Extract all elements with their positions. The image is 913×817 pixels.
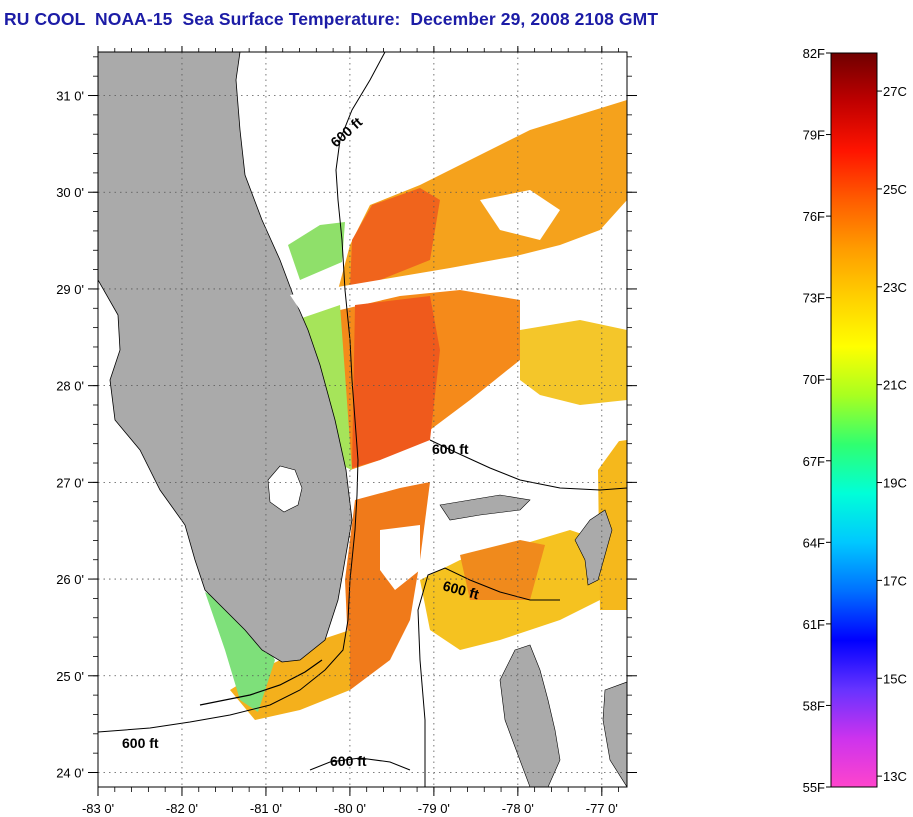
colorbar-f-label: 67F <box>803 454 825 469</box>
cloud-gap-band-central <box>350 420 627 492</box>
colorbar-f-label: 58F <box>803 698 825 713</box>
sst-swath-central-cool <box>302 305 352 470</box>
colorbar-c-label: 17C <box>883 573 907 588</box>
sst-swath-gulf-cool <box>205 592 275 712</box>
colorbar: 82F 79F 76F 73F 70F 67F 64F 61F 58F 55F 27C 25C 23C 2… <box>803 46 907 795</box>
colorbar-f-label: 73F <box>803 291 825 306</box>
lat-tick-label: 26 0' <box>56 572 84 587</box>
chart-title: RU COOL NOAA-15 Sea Surface Temperature:… <box>4 9 659 29</box>
colorbar-f-label: 64F <box>803 535 825 550</box>
colorbar-f-label: 82F <box>803 46 825 61</box>
isobath-atlantic <box>98 52 386 733</box>
colorbar-labels: 82F 79F 76F 73F 70F 67F 64F 61F 58F 55F 27C 25C 23C 2… <box>803 46 907 795</box>
cloud-gap-east2 <box>515 400 580 440</box>
sst-swath-south <box>345 482 430 690</box>
colorbar-f-label: 61F <box>803 617 825 632</box>
grand-bahama-island <box>439 494 531 521</box>
sst-swath-layer <box>205 100 627 720</box>
abaco-island <box>574 509 613 586</box>
florida-peninsula <box>98 52 353 663</box>
lon-tick-label: -78 0' <box>502 801 534 816</box>
graticule <box>98 52 627 787</box>
colorbar-f-label: 76F <box>803 209 825 224</box>
isobath-bahamas <box>429 439 627 491</box>
sst-swath-central-hot <box>352 296 440 468</box>
colorbar-c-label: 21C <box>883 378 907 393</box>
cloud-gap-east <box>480 190 560 240</box>
eleuthera-island <box>602 681 627 787</box>
colorbar-c-label: 19C <box>883 476 907 491</box>
map-frame <box>97 51 628 788</box>
land-layer <box>98 52 627 787</box>
contour-label-gulf: 600 ft <box>122 735 159 751</box>
lat-tick-label: 28 0' <box>56 379 84 394</box>
sst-swath-north-cool <box>288 222 345 280</box>
map-body: 600 ft 600 ft 600 ft 600 ft 600 ft <box>98 52 627 787</box>
sst-swath-east <box>520 320 627 405</box>
contour-label-north: 600 ft <box>327 114 365 151</box>
cloud-gap-south <box>380 525 420 590</box>
colorbar-ramp <box>830 52 878 788</box>
andros-island <box>499 644 561 787</box>
colorbar-c-label: 13C <box>883 769 907 784</box>
lat-tick-label: 27 0' <box>56 475 84 490</box>
sst-swath-bahamas-east <box>598 430 627 610</box>
axes: -83 0' -82 0' -81 0' -80 0' -79 0' -78 0' -77 … <box>56 46 637 816</box>
isobath-tongue <box>417 567 560 787</box>
colorbar-f-label: 55F <box>803 780 825 795</box>
lake-okeechobee <box>267 465 303 513</box>
colorbar-c-label: 15C <box>883 671 907 686</box>
florida-keys <box>199 659 323 706</box>
colorbar-c-label: 27C <box>883 84 907 99</box>
lat-tick-label: 31 0' <box>56 89 84 104</box>
lat-tick-label: 24 0' <box>56 765 84 780</box>
lon-tick-label: -82 0' <box>166 801 198 816</box>
lon-tick-label: -80 0' <box>334 801 366 816</box>
isobath-south <box>309 757 411 771</box>
sst-swath-north-warm <box>350 188 440 288</box>
cloud-gap-band-north <box>290 248 560 310</box>
cloud-gaps <box>290 190 627 590</box>
colorbar-c-label: 23C <box>883 280 907 295</box>
lat-tick-label: 29 0' <box>56 282 84 297</box>
lat-tick-label: 30 0' <box>56 185 84 200</box>
colorbar-f-label: 70F <box>803 372 825 387</box>
colorbar-c-label: 25C <box>883 182 907 197</box>
lon-tick-label: -79 0' <box>418 801 450 816</box>
lat-tick-label: 25 0' <box>56 669 84 684</box>
isobath-contours <box>98 52 627 787</box>
lon-tick-label: -77 0' <box>586 801 618 816</box>
lon-tick-label: -83 0' <box>82 801 114 816</box>
contour-label-bahamas: 600 ft <box>432 441 469 457</box>
lon-tick-label: -81 0' <box>250 801 282 816</box>
contour-label-south: 600 ft <box>330 753 367 769</box>
colorbar-f-label: 79F <box>803 128 825 143</box>
